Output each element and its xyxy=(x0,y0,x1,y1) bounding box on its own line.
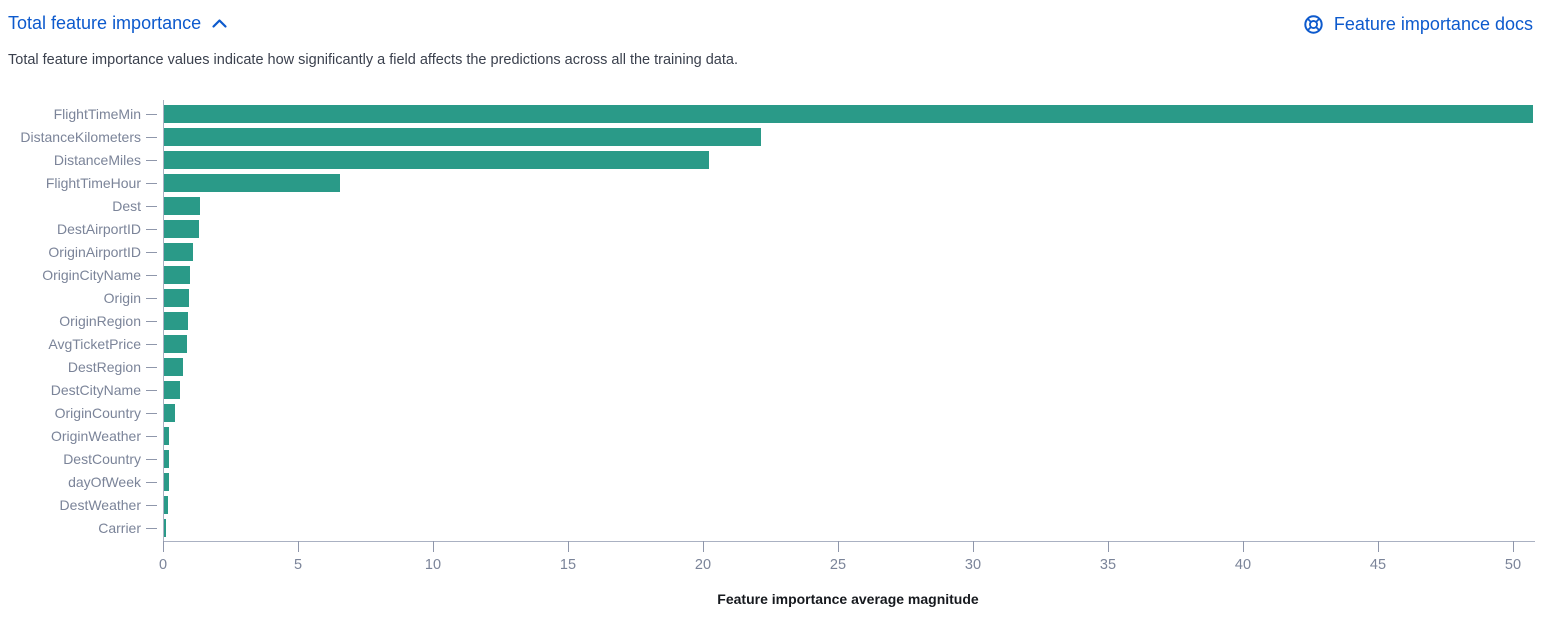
y-axis-tick xyxy=(146,229,157,230)
bar-DistanceMiles[interactable] xyxy=(164,151,710,169)
bar-DestCityName[interactable] xyxy=(164,381,181,399)
x-axis-tick-label: 50 xyxy=(1504,557,1522,573)
y-axis-tick xyxy=(146,137,157,138)
bar-OriginCityName[interactable] xyxy=(164,266,191,284)
y-axis-tick xyxy=(146,482,157,483)
x-axis-tick xyxy=(1108,541,1109,552)
life-ring-docs-icon xyxy=(1303,14,1324,35)
y-axis-label: OriginWeather xyxy=(50,428,141,444)
bar-DestWeather[interactable] xyxy=(164,496,169,514)
feature-importance-docs-link[interactable]: Feature importance docs xyxy=(1303,14,1533,35)
bar-OriginRegion[interactable] xyxy=(164,312,189,330)
bar-FlightTimeMin[interactable] xyxy=(164,105,1533,123)
y-axis-tick xyxy=(146,206,157,207)
y-axis-label: OriginCountry xyxy=(54,405,141,421)
x-axis-tick xyxy=(433,541,434,552)
x-axis-title: Feature importance average magnitude xyxy=(717,591,979,607)
y-axis-label: DistanceKilometers xyxy=(20,129,141,145)
bar-OriginAirportID[interactable] xyxy=(164,243,193,261)
y-axis-label: DestWeather xyxy=(59,497,141,513)
x-axis-line xyxy=(163,541,1535,542)
y-axis-tick xyxy=(146,413,157,414)
x-axis-tick xyxy=(973,541,974,552)
total-feature-importance-toggle[interactable]: Total feature importance xyxy=(8,13,228,34)
y-axis-label: dayOfWeek xyxy=(68,474,141,490)
x-axis-tick xyxy=(1378,541,1379,552)
y-axis-label: Carrier xyxy=(98,520,141,536)
bar-Carrier[interactable] xyxy=(164,519,166,537)
x-axis-tick-label: 10 xyxy=(424,557,442,573)
docs-link-label: Feature importance docs xyxy=(1333,14,1533,34)
bar-dayOfWeek[interactable] xyxy=(164,473,169,491)
section-description: Total feature importance values indicate… xyxy=(8,52,738,68)
y-axis-label: DestAirportID xyxy=(56,221,141,237)
y-axis-label: OriginRegion xyxy=(59,313,141,329)
y-axis-label: OriginCityName xyxy=(42,267,141,283)
section-title: Total feature importance xyxy=(8,13,202,33)
y-axis-tick xyxy=(146,183,157,184)
y-axis-tick xyxy=(146,275,157,276)
y-axis-tick xyxy=(146,505,157,506)
x-axis-tick-label: 15 xyxy=(559,557,577,573)
x-axis-tick-label: 0 xyxy=(158,557,168,573)
x-axis-tick xyxy=(298,541,299,552)
x-axis-tick xyxy=(703,541,704,552)
x-axis-tick-label: 30 xyxy=(964,557,982,573)
x-axis-tick xyxy=(1243,541,1244,552)
y-axis-tick xyxy=(146,344,157,345)
y-axis-label: Dest xyxy=(112,198,141,214)
y-axis-label: DestCityName xyxy=(50,382,141,398)
y-axis-label: OriginAirportID xyxy=(48,244,141,260)
x-axis-tick xyxy=(568,541,569,552)
x-axis-tick-label: 25 xyxy=(829,557,847,573)
y-axis-tick xyxy=(146,459,157,460)
y-axis-label: DestRegion xyxy=(67,359,141,375)
bar-DestAirportID[interactable] xyxy=(164,220,200,238)
bar-OriginWeather[interactable] xyxy=(164,427,170,445)
x-axis-tick-label: 5 xyxy=(293,557,303,573)
x-axis-tick-label: 35 xyxy=(1099,557,1117,573)
bar-FlightTimeHour[interactable] xyxy=(164,174,340,192)
y-axis-label: FlightTimeHour xyxy=(45,175,141,191)
y-axis-label: DistanceMiles xyxy=(53,152,141,168)
y-axis-tick xyxy=(146,114,157,115)
bar-Dest[interactable] xyxy=(164,197,201,215)
y-axis-label: DestCountry xyxy=(63,451,141,467)
bar-DistanceKilometers[interactable] xyxy=(164,128,761,146)
x-axis-tick-label: 45 xyxy=(1369,557,1387,573)
x-axis-tick-label: 40 xyxy=(1234,557,1252,573)
bar-DestCountry[interactable] xyxy=(164,450,169,468)
x-axis-tick xyxy=(838,541,839,552)
bar-AvgTicketPrice[interactable] xyxy=(164,335,187,353)
y-axis-label: AvgTicketPrice xyxy=(48,336,141,352)
y-axis-tick xyxy=(146,390,157,391)
y-axis-tick xyxy=(146,252,157,253)
x-axis-tick xyxy=(1513,541,1514,552)
x-axis-tick-label: 20 xyxy=(694,557,712,573)
bar-DestRegion[interactable] xyxy=(164,358,183,376)
y-axis-label: Origin xyxy=(103,290,141,306)
y-axis-line xyxy=(163,100,164,541)
bar-OriginCountry[interactable] xyxy=(164,404,175,422)
bar-Origin[interactable] xyxy=(164,289,190,307)
y-axis-tick xyxy=(146,298,157,299)
y-axis-tick xyxy=(146,160,157,161)
y-axis-tick xyxy=(146,528,157,529)
chevron-up-icon xyxy=(211,17,228,31)
y-axis-tick xyxy=(146,321,157,322)
x-axis-tick xyxy=(163,541,164,552)
y-axis-tick xyxy=(146,436,157,437)
y-axis-label: FlightTimeMin xyxy=(53,106,141,122)
y-axis-tick xyxy=(146,367,157,368)
